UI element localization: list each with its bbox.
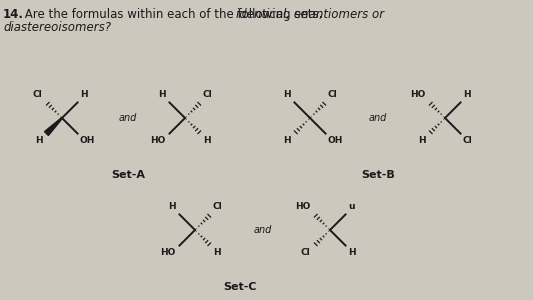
Text: diastereoisomers?: diastereoisomers? xyxy=(3,21,111,34)
Text: Cl: Cl xyxy=(463,136,473,145)
Text: HO: HO xyxy=(150,136,166,145)
Text: Cl: Cl xyxy=(213,202,223,211)
Text: and: and xyxy=(119,113,137,123)
Text: HO: HO xyxy=(160,248,175,257)
Text: H: H xyxy=(283,136,290,145)
Text: Set-A: Set-A xyxy=(111,170,145,180)
Text: 14.: 14. xyxy=(3,8,24,21)
Text: OH: OH xyxy=(80,136,95,145)
Text: H: H xyxy=(418,136,425,145)
Text: H: H xyxy=(35,136,43,145)
Text: H: H xyxy=(203,136,211,145)
Text: HO: HO xyxy=(295,202,311,211)
Text: H: H xyxy=(463,90,471,99)
Text: H: H xyxy=(283,90,290,99)
Text: Set-B: Set-B xyxy=(361,170,395,180)
Text: Are the formulas within each of the following sets,: Are the formulas within each of the foll… xyxy=(21,8,326,21)
Text: identical, enantiomers or: identical, enantiomers or xyxy=(236,8,384,21)
Polygon shape xyxy=(44,118,62,136)
Text: HO: HO xyxy=(410,90,425,99)
Text: H: H xyxy=(213,248,221,257)
Text: OH: OH xyxy=(328,136,343,145)
Text: Cl: Cl xyxy=(301,248,311,257)
Text: Set-C: Set-C xyxy=(223,282,257,292)
Text: and: and xyxy=(254,225,272,235)
Text: u: u xyxy=(348,202,354,211)
Text: Cl: Cl xyxy=(328,90,337,99)
Text: Cl: Cl xyxy=(203,90,213,99)
Text: H: H xyxy=(158,90,166,99)
Text: H: H xyxy=(348,248,356,257)
Text: H: H xyxy=(80,90,87,99)
Text: Cl: Cl xyxy=(33,90,43,99)
Text: and: and xyxy=(369,113,387,123)
Text: H: H xyxy=(168,202,175,211)
